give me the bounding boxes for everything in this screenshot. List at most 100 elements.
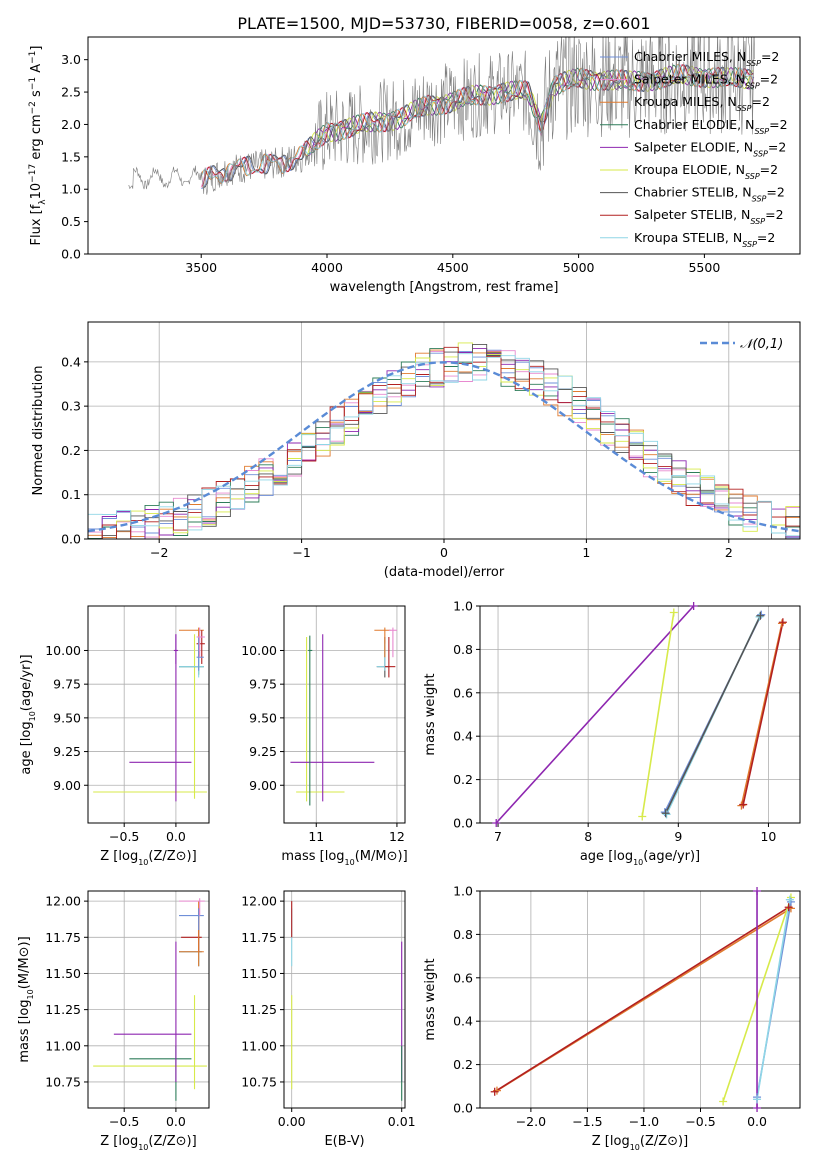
legend-label: Kroupa ELODIE, NSSP=2 [634, 162, 778, 181]
label-part: =2 [757, 230, 775, 245]
y-tick-label: 1.0 [453, 884, 473, 899]
x-axis-label: Z [log10(Z/Z⊙)] [100, 1134, 196, 1152]
label-part: Chabrier STELIB, N [634, 185, 752, 200]
label-part: 10 [345, 858, 355, 867]
weight-point [785, 895, 794, 904]
x-tick-label: 8 [584, 829, 592, 844]
y-tick-label: 11.25 [45, 1002, 81, 1017]
x-tick-label: 0.0 [747, 1114, 767, 1129]
weight-point [778, 618, 787, 627]
weight-point [492, 819, 501, 827]
label-part: A [29, 64, 44, 77]
label-part: Flux [f [29, 204, 44, 245]
axes-frame [283, 605, 406, 824]
label-part: −1 [28, 51, 38, 64]
histogram-step-kroupa-stelib [88, 353, 800, 537]
panels: 3500 4000 4500 5000 5500 0.0 0.5 1.0 1.5 2.0 2.5 3.… [17, 36, 801, 1152]
y-tick-label: 0.2 [61, 443, 81, 458]
label-part: 10 [26, 989, 35, 999]
y-tick-label: 11.25 [241, 1002, 277, 1017]
y-tick-label: 1.0 [61, 182, 81, 197]
y-tick-label: 0.6 [453, 685, 473, 700]
label-part: SSP [745, 81, 760, 90]
label-part: −2 [28, 101, 38, 114]
weight-line [664, 615, 762, 814]
label-part: 10 [630, 1143, 640, 1152]
label-part: SSP [745, 172, 760, 181]
label-part: 10 [138, 1143, 148, 1152]
axes-age-vs-mass: 11 12 9.00 9.25 9.50 9.75 10.00 mass [log10(M/M… [241, 605, 408, 867]
axes-weight-vs-Z: −2.0 −1.5 −1.0 −0.5 0.0 0.0 0.2 0.4 0.6 0.8 1.0 Z [… [423, 884, 801, 1152]
label-part: log [19, 721, 34, 741]
weight-point [638, 812, 647, 821]
y-tick-label: 10.75 [241, 1074, 277, 1089]
axes-frame [479, 605, 801, 824]
axes-residuals: −2 −1 0 1 2 0.0 0.1 0.2 0.3 0.4 (data-model)/error… [31, 321, 801, 580]
label-part: 10 [28, 711, 37, 721]
label-part: log [325, 849, 345, 864]
x-axis-label: wavelength [Angstrom, rest frame] [330, 280, 559, 295]
y-tick-label: 11.50 [45, 966, 81, 981]
label-part: log [118, 1134, 138, 1149]
y-tick-label: 0.2 [453, 1057, 473, 1072]
histogram-step-kroupa-elodie [88, 342, 800, 539]
weight-point [753, 887, 762, 895]
label-part: s [29, 90, 44, 101]
label-part: E(B-V) [324, 1134, 364, 1149]
x-axis-label: Z [log10(Z/Z⊙)] [592, 1134, 688, 1152]
label-part: λ [38, 199, 48, 205]
y-tick-label: 11.75 [241, 930, 277, 945]
label-part: Kroupa MILES, N [634, 94, 737, 109]
label-part: log [118, 849, 138, 864]
x-tick-label: 0.00 [278, 1114, 306, 1129]
x-tick-label: 5500 [688, 260, 720, 275]
axes-mass-vs-ebv: 0.00 0.01 10.75 11.00 11.25 11.50 11.75 12.00 E(… [241, 890, 416, 1149]
axes-frame [87, 890, 210, 1109]
plot-area [291, 901, 403, 1101]
label-part: =2 [751, 94, 769, 109]
y-tick-label: 0.1 [61, 487, 81, 502]
weight-point [784, 903, 793, 912]
label-part: 10 [633, 858, 643, 867]
y-tick-label: 9.00 [53, 778, 81, 793]
x-tick-label: 0.01 [388, 1114, 416, 1129]
plot-area [128, 37, 755, 195]
weight-line [641, 612, 675, 817]
weight-point [737, 801, 746, 810]
weight-point [719, 1097, 728, 1106]
y-tick-label: 9.25 [249, 744, 277, 759]
x-tick-label: 9 [674, 829, 682, 844]
y-tick-label: 9.25 [53, 744, 81, 759]
label-part: =2 [760, 72, 778, 87]
label-part: wavelength [Angstrom, rest frame] [330, 280, 559, 295]
y-tick-label: 3.0 [61, 52, 81, 67]
x-axis-label: mass [log10(M/M⊙)] [281, 849, 407, 867]
y-tick-label: 0.3 [61, 399, 81, 414]
label-part: =2 [765, 207, 783, 222]
x-tick-label: 4500 [437, 260, 469, 275]
x-tick-label: −0.5 [109, 1114, 139, 1129]
label-part: mass weight [423, 673, 438, 755]
y-tick-label: 0.0 [453, 816, 473, 831]
label-part: erg cm [29, 114, 44, 163]
label-part: (Z/Z⊙)] [640, 1134, 688, 1149]
label-part: Kroupa ELODIE, N [634, 162, 745, 177]
x-tick-label: −2.0 [516, 1114, 546, 1129]
weight-point [777, 619, 786, 628]
label-part: Chabrier MILES, N [634, 49, 746, 64]
y-axis-label: Flux [fλ10−17 erg cm−2 s−1 A−1] [28, 46, 48, 246]
y-tick-label: 11.00 [241, 1038, 277, 1053]
weight-line [495, 606, 695, 823]
y-tick-label: 0.8 [453, 642, 473, 657]
plot-area [495, 606, 784, 823]
label-part: SSP [742, 239, 757, 248]
axes-frame [87, 605, 210, 824]
label-part: SSP [746, 59, 761, 68]
x-tick-label: 2 [725, 545, 733, 560]
label-part: (M/M⊙)] [17, 936, 32, 989]
y-tick-label: 1.0 [453, 599, 473, 614]
y-tick-label: 11.00 [45, 1038, 81, 1053]
